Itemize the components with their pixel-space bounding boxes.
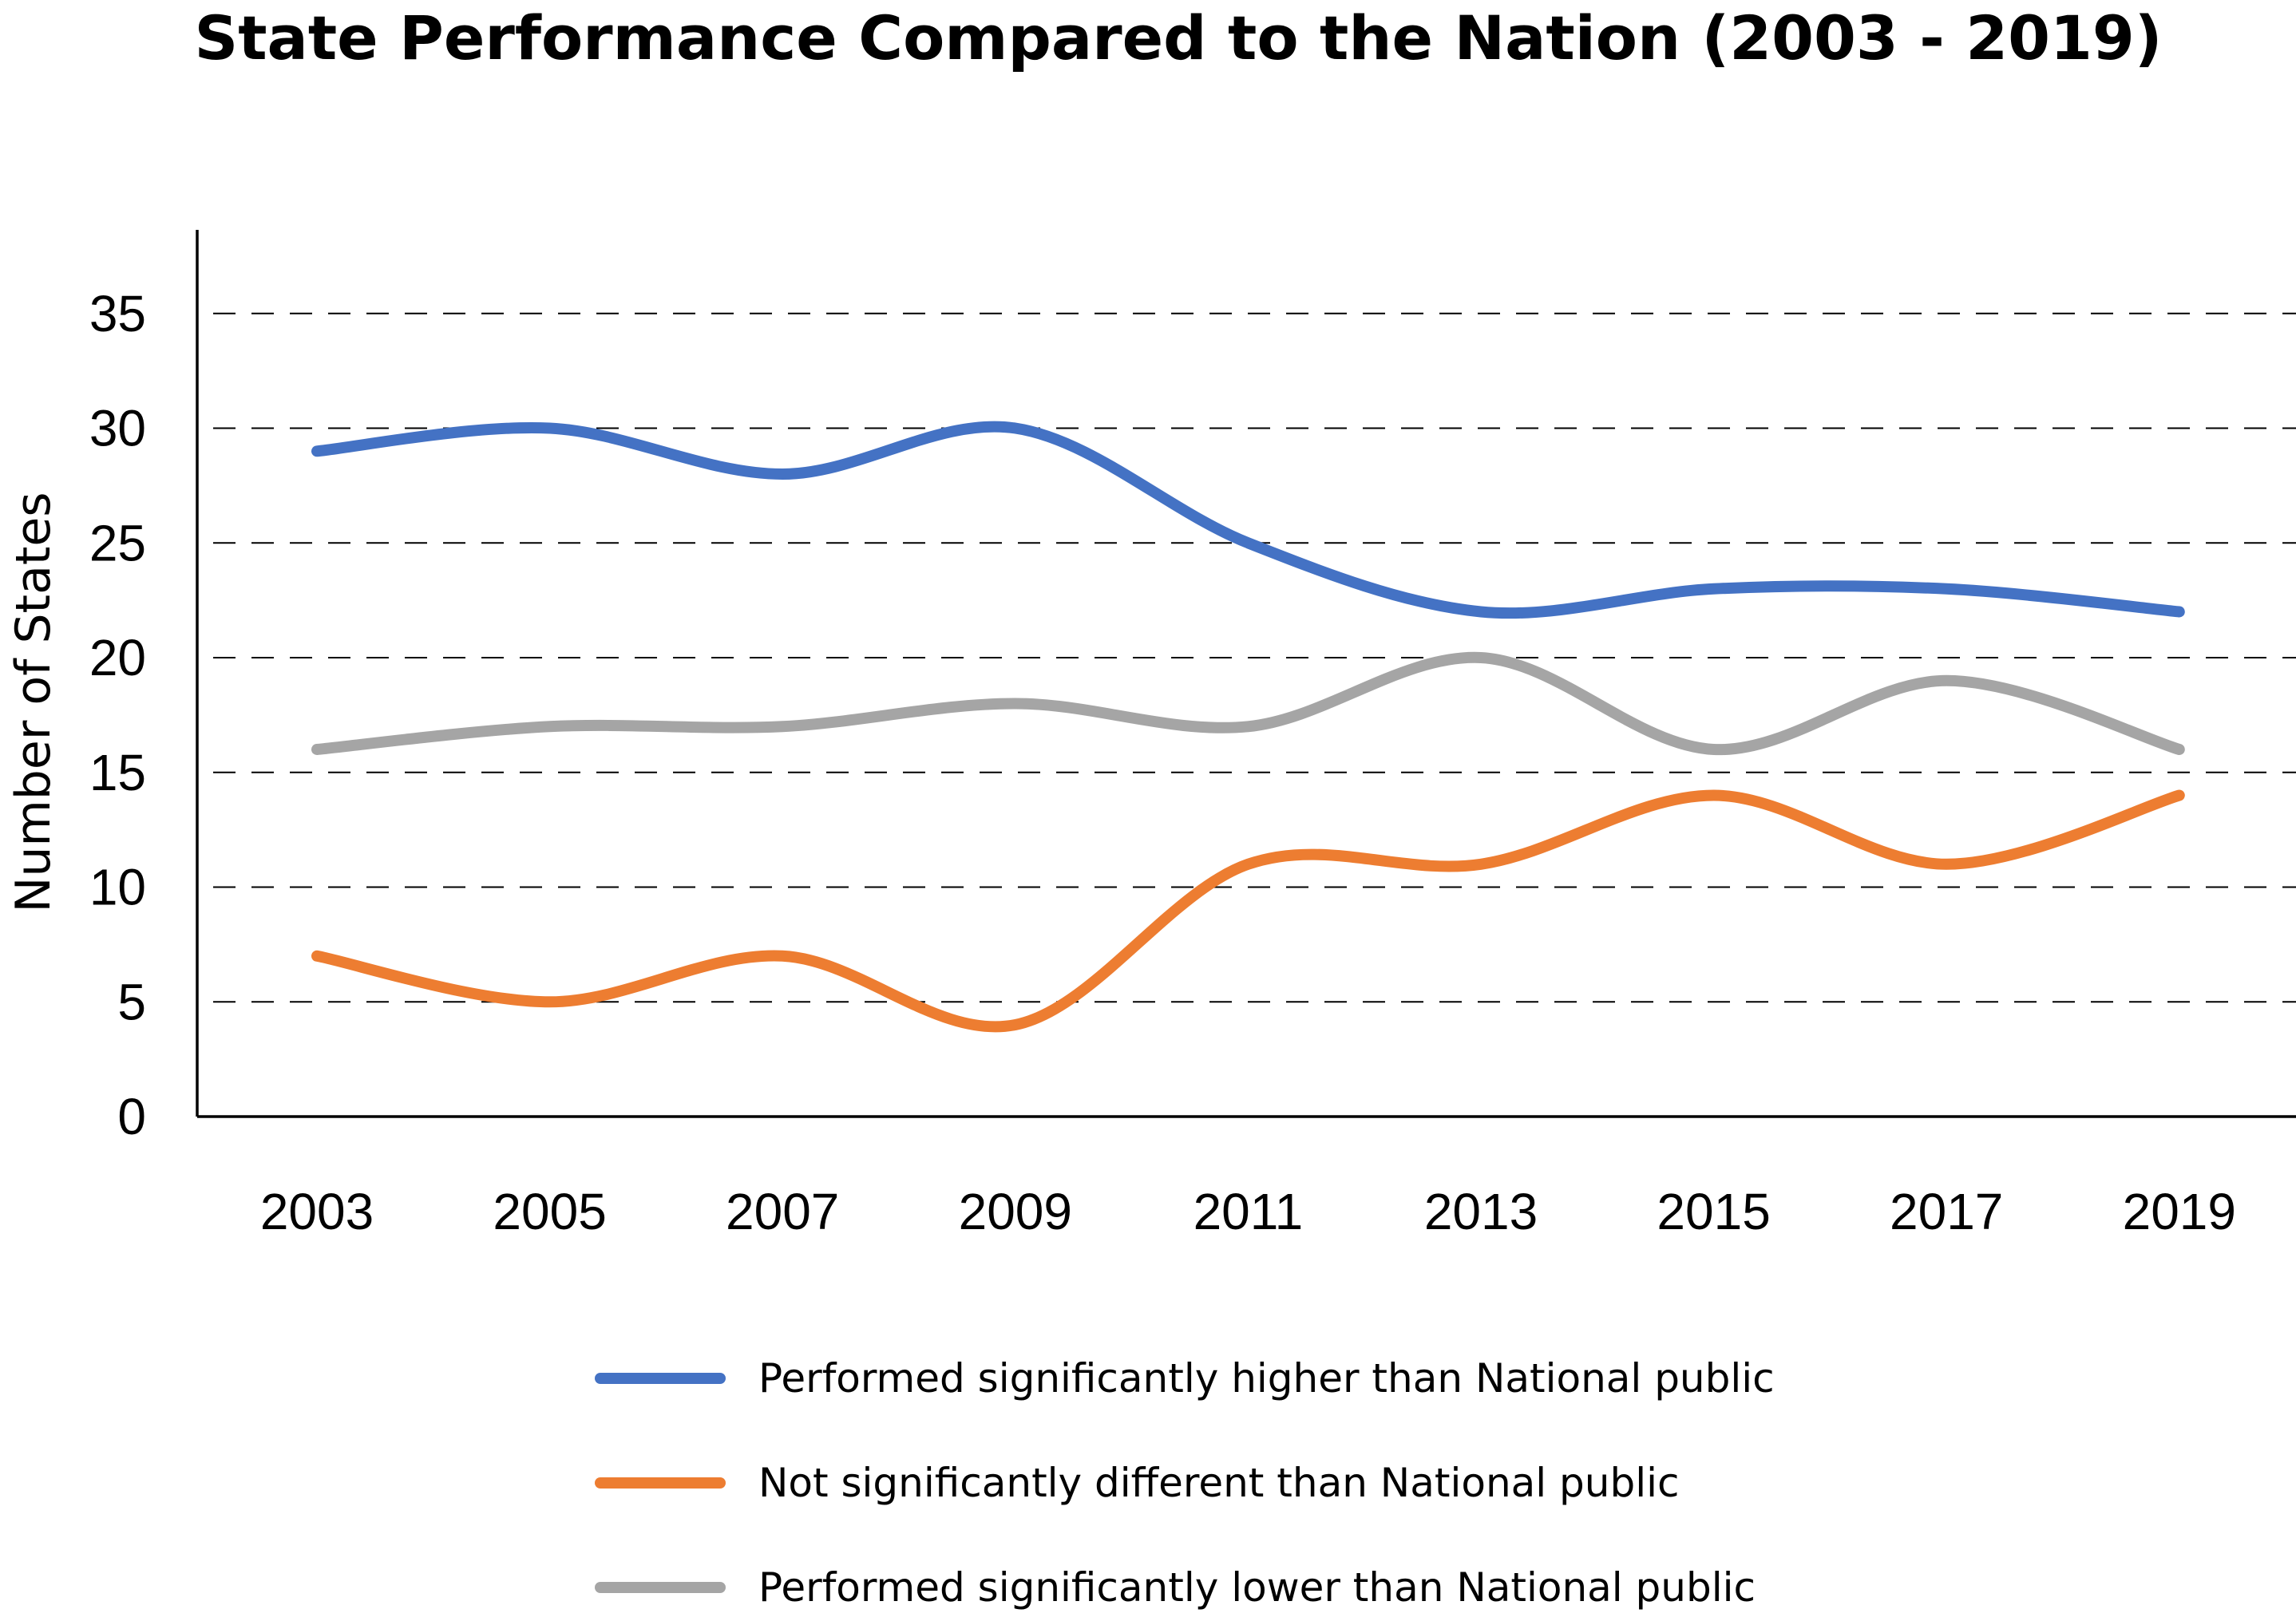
series-line-1 xyxy=(311,421,2185,619)
x-tick-label: 2003 xyxy=(260,1183,374,1240)
x-tick-label: 2019 xyxy=(2123,1183,2236,1240)
gridlines xyxy=(213,312,2296,1003)
y-axis-ticks: 0 5 10 15 20 25 30 35 xyxy=(89,285,146,1145)
legend-label: Not significantly different than Nationa… xyxy=(758,1460,1680,1506)
chart-title: State Performance Compared to the Nation… xyxy=(194,2,2162,73)
series-line-2 xyxy=(311,789,2185,1033)
y-tick-label: 15 xyxy=(89,744,146,801)
x-tick-label: 2015 xyxy=(1657,1183,1770,1240)
legend-label: Performed significantly lower than Natio… xyxy=(758,1564,1756,1611)
y-axis-label: Number of States xyxy=(6,492,61,912)
legend-item: Not significantly different than Nationa… xyxy=(595,1460,1680,1506)
y-tick-label: 35 xyxy=(89,285,146,342)
y-tick-label: 25 xyxy=(89,514,146,571)
y-tick-label: 10 xyxy=(89,859,146,916)
legend: Performed significantly higher than Nati… xyxy=(595,1355,1775,1611)
x-tick-label: 2005 xyxy=(493,1183,606,1240)
x-tick-label: 2011 xyxy=(1194,1183,1304,1240)
y-tick-label: 20 xyxy=(89,629,146,686)
x-tick-label: 2009 xyxy=(959,1183,1072,1240)
legend-label: Performed significantly higher than Nati… xyxy=(758,1355,1775,1402)
x-tick-label: 2013 xyxy=(1424,1183,1538,1240)
legend-item: Performed significantly higher than Nati… xyxy=(595,1355,1775,1402)
x-tick-label: 2007 xyxy=(726,1183,839,1240)
x-axis-ticks: 2003 2005 2007 2009 2011 2013 2015 2017 2019 xyxy=(260,1183,2236,1240)
y-tick-label: 30 xyxy=(89,400,146,457)
legend-item: Performed significantly lower than Natio… xyxy=(595,1564,1756,1611)
y-tick-label: 0 xyxy=(117,1088,146,1145)
series-line-3 xyxy=(311,651,2185,756)
y-tick-label: 5 xyxy=(117,973,146,1030)
x-tick-label: 2017 xyxy=(1890,1183,2003,1240)
series-lines xyxy=(311,421,2185,1033)
